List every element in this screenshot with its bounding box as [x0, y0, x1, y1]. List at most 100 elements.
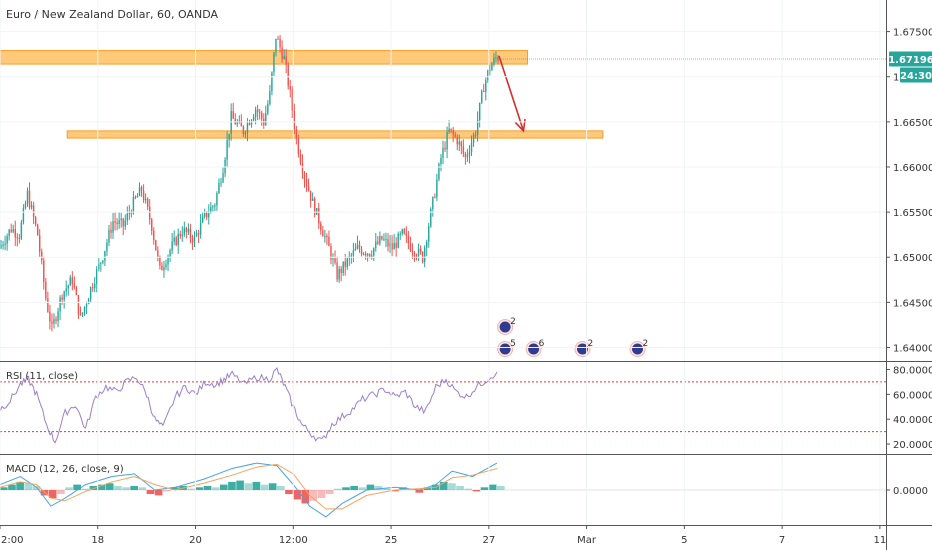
- candle[interactable]: [460, 141, 463, 147]
- candle[interactable]: [222, 173, 224, 183]
- candle[interactable]: [171, 241, 173, 251]
- candle[interactable]: [49, 311, 51, 322]
- candle[interactable]: [246, 122, 249, 133]
- candle[interactable]: [6, 236, 8, 244]
- event-flag-icon[interactable]: 5: [497, 339, 516, 357]
- macd-histogram-bar[interactable]: [32, 485, 41, 490]
- candle[interactable]: [340, 268, 342, 274]
- candle[interactable]: [428, 226, 430, 242]
- candle[interactable]: [487, 70, 489, 81]
- candle[interactable]: [328, 236, 330, 247]
- macd-histogram-bar[interactable]: [57, 490, 65, 495]
- macd-histogram-bar[interactable]: [228, 481, 236, 490]
- macd-histogram-bar[interactable]: [138, 487, 147, 490]
- candle[interactable]: [2, 244, 4, 246]
- macd-histogram-bar[interactable]: [309, 490, 318, 501]
- candle[interactable]: [24, 203, 27, 209]
- candle[interactable]: [203, 211, 206, 217]
- candle[interactable]: [79, 314, 82, 316]
- candle[interactable]: [187, 228, 190, 233]
- candle[interactable]: [146, 198, 149, 208]
- candle[interactable]: [4, 243, 6, 245]
- price-pane[interactable]: 2 5 6 2 2: [0, 34, 886, 357]
- candle[interactable]: [269, 91, 271, 104]
- candle[interactable]: [430, 209, 432, 227]
- candle[interactable]: [313, 198, 316, 215]
- candle[interactable]: [458, 141, 461, 145]
- candle[interactable]: [89, 287, 92, 300]
- event-flag-icon[interactable]: 2: [629, 339, 648, 357]
- macd-histogram-bar[interactable]: [358, 487, 367, 490]
- candle[interactable]: [389, 243, 391, 247]
- resistance-zone[interactable]: [0, 50, 529, 65]
- candle[interactable]: [393, 242, 395, 250]
- candle[interactable]: [18, 237, 21, 239]
- candle[interactable]: [409, 243, 412, 251]
- candle[interactable]: [442, 147, 444, 158]
- candle[interactable]: [96, 269, 98, 284]
- candle[interactable]: [51, 321, 53, 324]
- candle[interactable]: [464, 153, 467, 158]
- candle[interactable]: [77, 295, 80, 315]
- candle[interactable]: [165, 264, 167, 268]
- event-flag-icon[interactable]: 6: [525, 339, 545, 357]
- candle[interactable]: [271, 72, 273, 92]
- macd-histogram-bar[interactable]: [342, 487, 350, 490]
- candle[interactable]: [452, 129, 454, 135]
- macd-histogram-bar[interactable]: [89, 485, 98, 490]
- candle[interactable]: [110, 229, 112, 233]
- candle[interactable]: [104, 251, 106, 261]
- candle[interactable]: [126, 213, 129, 221]
- candle[interactable]: [476, 119, 479, 136]
- macd-histogram-bar[interactable]: [334, 488, 342, 490]
- candle[interactable]: [295, 129, 298, 139]
- candle[interactable]: [413, 252, 416, 257]
- candle[interactable]: [173, 237, 175, 242]
- macd-histogram-bar[interactable]: [277, 485, 285, 490]
- candle[interactable]: [407, 235, 410, 244]
- candle[interactable]: [181, 234, 184, 237]
- candle[interactable]: [16, 237, 19, 239]
- candle[interactable]: [483, 91, 485, 93]
- candle[interactable]: [330, 246, 332, 260]
- macd-pane[interactable]: [0, 462, 886, 518]
- candle[interactable]: [470, 142, 473, 153]
- candle[interactable]: [397, 233, 399, 248]
- candle[interactable]: [155, 240, 157, 251]
- candle[interactable]: [91, 287, 94, 289]
- candle[interactable]: [144, 198, 147, 201]
- candle[interactable]: [136, 195, 139, 198]
- candle[interactable]: [69, 277, 71, 286]
- candle[interactable]: [468, 152, 471, 156]
- candle[interactable]: [417, 248, 420, 257]
- candle[interactable]: [163, 267, 165, 271]
- candle[interactable]: [387, 239, 389, 247]
- candle[interactable]: [279, 38, 281, 48]
- rsi-line[interactable]: [0, 367, 498, 444]
- candle[interactable]: [112, 221, 114, 233]
- candle[interactable]: [102, 260, 104, 263]
- candle[interactable]: [495, 57, 497, 59]
- candle[interactable]: [444, 147, 446, 150]
- candle[interactable]: [446, 132, 448, 150]
- forecast-arrow[interactable]: [498, 55, 525, 132]
- macd-histogram-bar[interactable]: [439, 481, 448, 490]
- candle[interactable]: [81, 312, 84, 315]
- candle[interactable]: [59, 297, 61, 312]
- candle[interactable]: [63, 291, 65, 300]
- macd-histogram-bar[interactable]: [244, 483, 253, 490]
- candle[interactable]: [220, 182, 222, 184]
- macd-histogram-bar[interactable]: [203, 485, 212, 490]
- macd-histogram-bar[interactable]: [391, 490, 399, 492]
- candle[interactable]: [480, 91, 483, 103]
- candle[interactable]: [256, 109, 259, 113]
- macd-histogram-bar[interactable]: [48, 490, 57, 499]
- candle[interactable]: [185, 227, 188, 233]
- macd-histogram-bar[interactable]: [260, 484, 269, 490]
- candle[interactable]: [411, 250, 414, 253]
- candle[interactable]: [116, 222, 118, 224]
- macd-histogram-bar[interactable]: [480, 487, 489, 490]
- candle[interactable]: [28, 190, 31, 208]
- candle[interactable]: [61, 297, 63, 300]
- candle[interactable]: [352, 250, 355, 256]
